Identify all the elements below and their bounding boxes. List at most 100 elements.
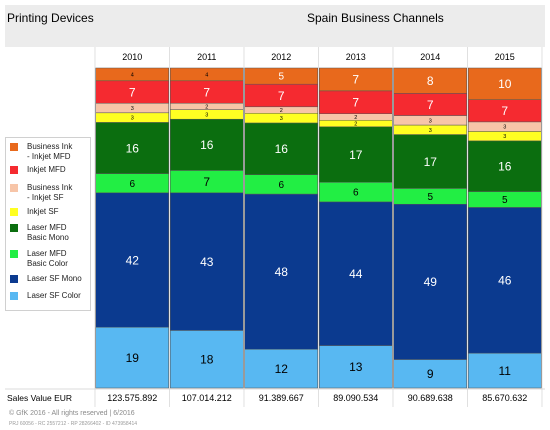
data-label: 3 bbox=[503, 134, 506, 140]
bar-segment bbox=[170, 192, 244, 331]
bar-segment bbox=[319, 201, 393, 346]
data-label: 11 bbox=[499, 364, 512, 378]
sales-total-value: 123.575.892 bbox=[107, 393, 157, 403]
legend-swatch bbox=[10, 184, 18, 192]
legend-swatch bbox=[10, 208, 18, 216]
category-label: 2015 bbox=[495, 52, 515, 62]
data-label: 6 bbox=[129, 179, 135, 190]
copyright-text: © GfK 2016 - All rights reserved | 6/201… bbox=[9, 410, 135, 417]
bar-segment bbox=[95, 67, 169, 82]
data-label: 5 bbox=[502, 195, 508, 206]
bar-segment bbox=[319, 67, 393, 92]
legend-label: Laser MFD Basic Mono bbox=[27, 223, 69, 242]
sales-total-value: 85.670.632 bbox=[482, 393, 527, 403]
bar-segment bbox=[170, 67, 244, 82]
legend-item: Laser MFD Basic Mono bbox=[10, 223, 69, 243]
bar-segment bbox=[468, 352, 542, 389]
data-label: 3 bbox=[429, 128, 432, 134]
data-label: 44 bbox=[349, 267, 363, 281]
totals-row-label: Sales Value EUR bbox=[7, 393, 72, 403]
legend-label: Business Ink - Inkjet MFD bbox=[27, 142, 73, 161]
data-label: 7 bbox=[427, 98, 434, 112]
legend-item: Laser SF Mono bbox=[10, 274, 82, 284]
bar-segment bbox=[244, 193, 318, 350]
data-label: 3 bbox=[131, 116, 134, 122]
bar-segment bbox=[95, 192, 169, 328]
sales-total-value: 89.090.534 bbox=[333, 393, 378, 403]
bar-segment bbox=[393, 203, 467, 360]
legend-label: Inkjet SF bbox=[27, 207, 59, 216]
legend-item: Inkjet MFD bbox=[10, 165, 66, 175]
legend-swatch bbox=[10, 224, 18, 232]
data-label: 19 bbox=[126, 351, 140, 365]
bar-segment bbox=[393, 359, 467, 389]
legend-item: Laser SF Color bbox=[10, 291, 81, 301]
data-label: 49 bbox=[424, 275, 438, 289]
data-label: 6 bbox=[353, 188, 359, 199]
data-label: 3 bbox=[503, 125, 506, 131]
category-label: 2013 bbox=[346, 52, 366, 62]
data-label: 13 bbox=[349, 360, 363, 374]
bar-segment bbox=[244, 348, 318, 389]
sales-total-value: 107.014.212 bbox=[182, 393, 232, 403]
category-label: 2010 bbox=[122, 52, 142, 62]
data-label: 46 bbox=[498, 274, 512, 288]
bar-segment bbox=[468, 67, 542, 100]
legend-swatch bbox=[10, 166, 18, 174]
legend-swatch bbox=[10, 275, 18, 283]
data-label: 6 bbox=[278, 180, 284, 191]
legend: Business Ink - Inkjet MFD Inkjet MFD Busine… bbox=[5, 137, 91, 311]
data-label: 10 bbox=[498, 77, 512, 91]
category-label: 2012 bbox=[271, 52, 291, 62]
data-label: 4 bbox=[131, 72, 134, 78]
bar-segment bbox=[244, 122, 318, 175]
legend-label: Laser SF Mono bbox=[27, 274, 82, 283]
data-label: 7 bbox=[501, 104, 508, 118]
data-label: 9 bbox=[427, 367, 434, 381]
data-label: 4 bbox=[205, 72, 208, 78]
project-ids-text: PRJ 60056 - RC 2557212 - RP 28266402 - I… bbox=[9, 421, 138, 427]
data-label: 3 bbox=[131, 106, 134, 112]
data-label: 18 bbox=[200, 353, 214, 367]
data-label: 2 bbox=[354, 115, 357, 121]
legend-item: Business Ink - Inkjet SF bbox=[10, 183, 72, 203]
data-label: 16 bbox=[126, 141, 140, 155]
legend-label: Inkjet MFD bbox=[27, 165, 66, 174]
bar-segment bbox=[244, 67, 318, 85]
header-right-title: Spain Business Channels bbox=[307, 11, 444, 25]
data-label: 5 bbox=[427, 192, 433, 203]
legend-label: Business Ink - Inkjet SF bbox=[27, 183, 73, 202]
bar-segment bbox=[393, 67, 467, 94]
bar-segment bbox=[170, 118, 244, 171]
category-label: 2014 bbox=[420, 52, 440, 62]
data-label: 16 bbox=[498, 160, 512, 174]
data-label: 5 bbox=[278, 72, 284, 83]
legend-swatch bbox=[10, 250, 18, 258]
data-label: 48 bbox=[275, 265, 289, 279]
data-label: 2 bbox=[354, 121, 357, 127]
data-label: 3 bbox=[205, 112, 208, 118]
data-label: 17 bbox=[349, 148, 363, 162]
legend-item: Business Ink - Inkjet MFD bbox=[10, 142, 72, 162]
data-label: 43 bbox=[200, 255, 214, 269]
bar-segment bbox=[319, 126, 393, 183]
sales-total-value: 91.389.667 bbox=[259, 393, 304, 403]
data-label: 17 bbox=[424, 155, 438, 169]
data-label: 16 bbox=[275, 142, 289, 156]
legend-swatch bbox=[10, 292, 18, 300]
data-label: 2 bbox=[205, 104, 208, 110]
data-label: 7 bbox=[203, 85, 210, 99]
legend-label: Laser MFD Basic Color bbox=[27, 249, 68, 268]
bar-segment bbox=[95, 326, 169, 389]
legend-swatch bbox=[10, 143, 18, 151]
data-label: 3 bbox=[429, 118, 432, 124]
header-left-title: Printing Devices bbox=[7, 11, 94, 25]
data-label: 7 bbox=[352, 73, 359, 87]
data-label: 7 bbox=[352, 96, 359, 110]
data-label: 42 bbox=[126, 253, 140, 267]
bar-segment bbox=[170, 330, 244, 389]
category-label: 2011 bbox=[197, 52, 216, 62]
chart-header: Printing Devices Spain Business Channels bbox=[5, 5, 545, 47]
data-label: 16 bbox=[200, 138, 214, 152]
